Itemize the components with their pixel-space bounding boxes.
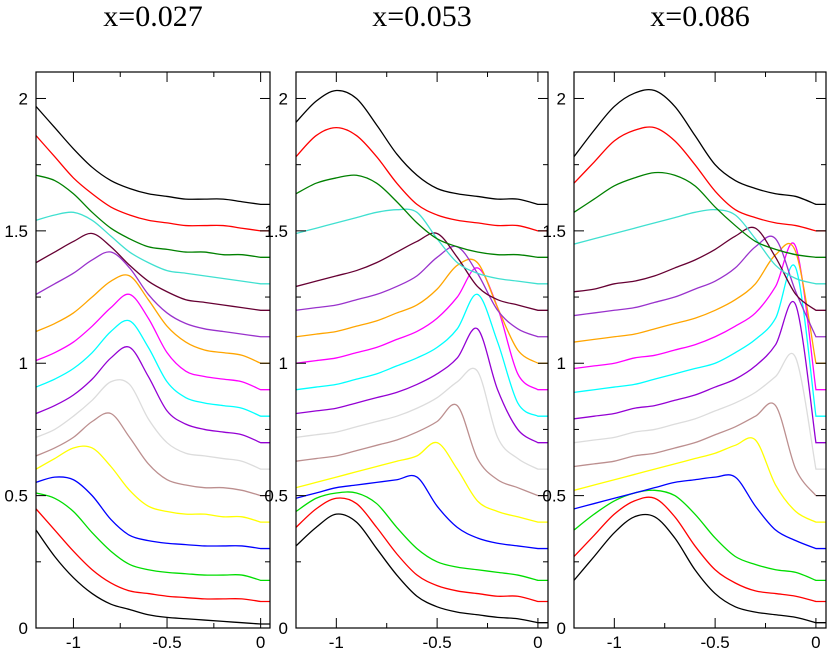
panel-title: x=0.027 bbox=[103, 0, 202, 33]
panel-x-0086: x=0.086 -1 -0.5 0 0 0.5 1 1.5 2 bbox=[542, 0, 827, 652]
series-line-5 bbox=[36, 445, 270, 523]
x-tick-label: 0 bbox=[256, 633, 265, 652]
series-line-8 bbox=[574, 301, 826, 444]
series-line-13 bbox=[296, 232, 548, 311]
series-line-9 bbox=[574, 264, 826, 417]
series-line-16 bbox=[296, 126, 548, 232]
series-line-1 bbox=[574, 513, 826, 624]
series-line-4 bbox=[36, 476, 270, 550]
series-line-11 bbox=[296, 258, 548, 364]
x-tick-label: -1 bbox=[329, 633, 344, 652]
series-line-7 bbox=[296, 367, 548, 470]
y-tick-label: 1 bbox=[557, 354, 566, 373]
plot-frame bbox=[295, 71, 549, 629]
y-tick-label: 1 bbox=[19, 354, 28, 373]
series-line-9 bbox=[36, 319, 270, 417]
series-line-10 bbox=[36, 293, 270, 391]
series-line-2 bbox=[36, 508, 270, 603]
series-line-1 bbox=[36, 529, 270, 625]
x-tick-label: 0 bbox=[811, 633, 820, 652]
series-line-13 bbox=[36, 232, 270, 311]
x-tick-label: -1 bbox=[607, 633, 622, 652]
y-tick-label: 0.5 bbox=[264, 487, 288, 506]
series-line-6 bbox=[296, 403, 548, 497]
series-line-3 bbox=[574, 489, 826, 581]
plot-frame bbox=[35, 71, 271, 629]
series-line-14 bbox=[36, 211, 270, 285]
x-tick-label: -0.5 bbox=[700, 633, 729, 652]
series-line-15 bbox=[36, 174, 270, 258]
y-tick-label: 0 bbox=[279, 619, 288, 638]
series-line-7 bbox=[574, 352, 826, 470]
series-line-5 bbox=[296, 441, 548, 523]
series-line-11 bbox=[36, 274, 270, 364]
y-tick-label: 0 bbox=[19, 619, 28, 638]
y-tick-label: 0.5 bbox=[542, 487, 566, 506]
series-line-6 bbox=[36, 412, 270, 497]
x-tick-label: 0 bbox=[533, 633, 542, 652]
y-tick-label: 1.5 bbox=[542, 222, 566, 241]
series-line-13 bbox=[574, 226, 826, 311]
series-line-14 bbox=[296, 208, 548, 285]
series-line-16 bbox=[36, 135, 270, 232]
y-tick-label: 0.5 bbox=[4, 487, 28, 506]
panel-title: x=0.086 bbox=[650, 0, 749, 33]
series-line-1 bbox=[296, 513, 548, 624]
series-line-10 bbox=[574, 242, 826, 391]
series-line-17 bbox=[574, 88, 826, 206]
y-tick-label: 1 bbox=[279, 354, 288, 373]
series-line-17 bbox=[296, 89, 548, 206]
series-line-16 bbox=[574, 126, 826, 232]
y-tick-label: 2 bbox=[279, 89, 288, 108]
series-line-3 bbox=[36, 492, 270, 581]
panel-x-0027: x=0.027 -1 -0.5 0 0 0.5 1 1.5 2 bbox=[4, 0, 271, 652]
series-line-15 bbox=[574, 171, 826, 258]
y-tick-label: 1.5 bbox=[264, 222, 288, 241]
series-line-9 bbox=[296, 293, 548, 417]
series-line-17 bbox=[36, 105, 270, 206]
series-group bbox=[296, 89, 548, 624]
x-tick-label: -1 bbox=[66, 633, 81, 652]
series-line-7 bbox=[36, 379, 270, 470]
y-tick-label: 2 bbox=[557, 89, 566, 108]
series-line-2 bbox=[574, 496, 826, 603]
series-line-14 bbox=[574, 208, 826, 285]
series-group bbox=[36, 105, 270, 625]
series-line-5 bbox=[574, 437, 826, 523]
series-line-8 bbox=[36, 346, 270, 444]
series-group bbox=[574, 88, 826, 624]
series-line-6 bbox=[574, 402, 826, 497]
y-tick-label: 1.5 bbox=[4, 222, 28, 241]
series-line-8 bbox=[296, 327, 548, 444]
plot-frame bbox=[573, 71, 827, 629]
x-tick-label: -0.5 bbox=[422, 633, 451, 652]
series-line-15 bbox=[296, 174, 548, 258]
panel-x-0053: x=0.053 -1 -0.5 0 0 0.5 1 1.5 2 bbox=[264, 0, 549, 652]
series-line-4 bbox=[574, 474, 826, 550]
series-line-4 bbox=[296, 474, 548, 550]
series-line-12 bbox=[296, 245, 548, 338]
panel-title: x=0.053 bbox=[372, 0, 471, 33]
y-tick-label: 0 bbox=[557, 619, 566, 638]
series-line-2 bbox=[296, 497, 548, 603]
series-line-12 bbox=[574, 235, 826, 338]
y-tick-label: 2 bbox=[19, 89, 28, 108]
series-line-3 bbox=[296, 491, 548, 581]
series-line-10 bbox=[296, 267, 548, 391]
series-line-12 bbox=[36, 251, 270, 338]
series-line-11 bbox=[574, 242, 826, 364]
x-tick-label: -0.5 bbox=[152, 633, 181, 652]
